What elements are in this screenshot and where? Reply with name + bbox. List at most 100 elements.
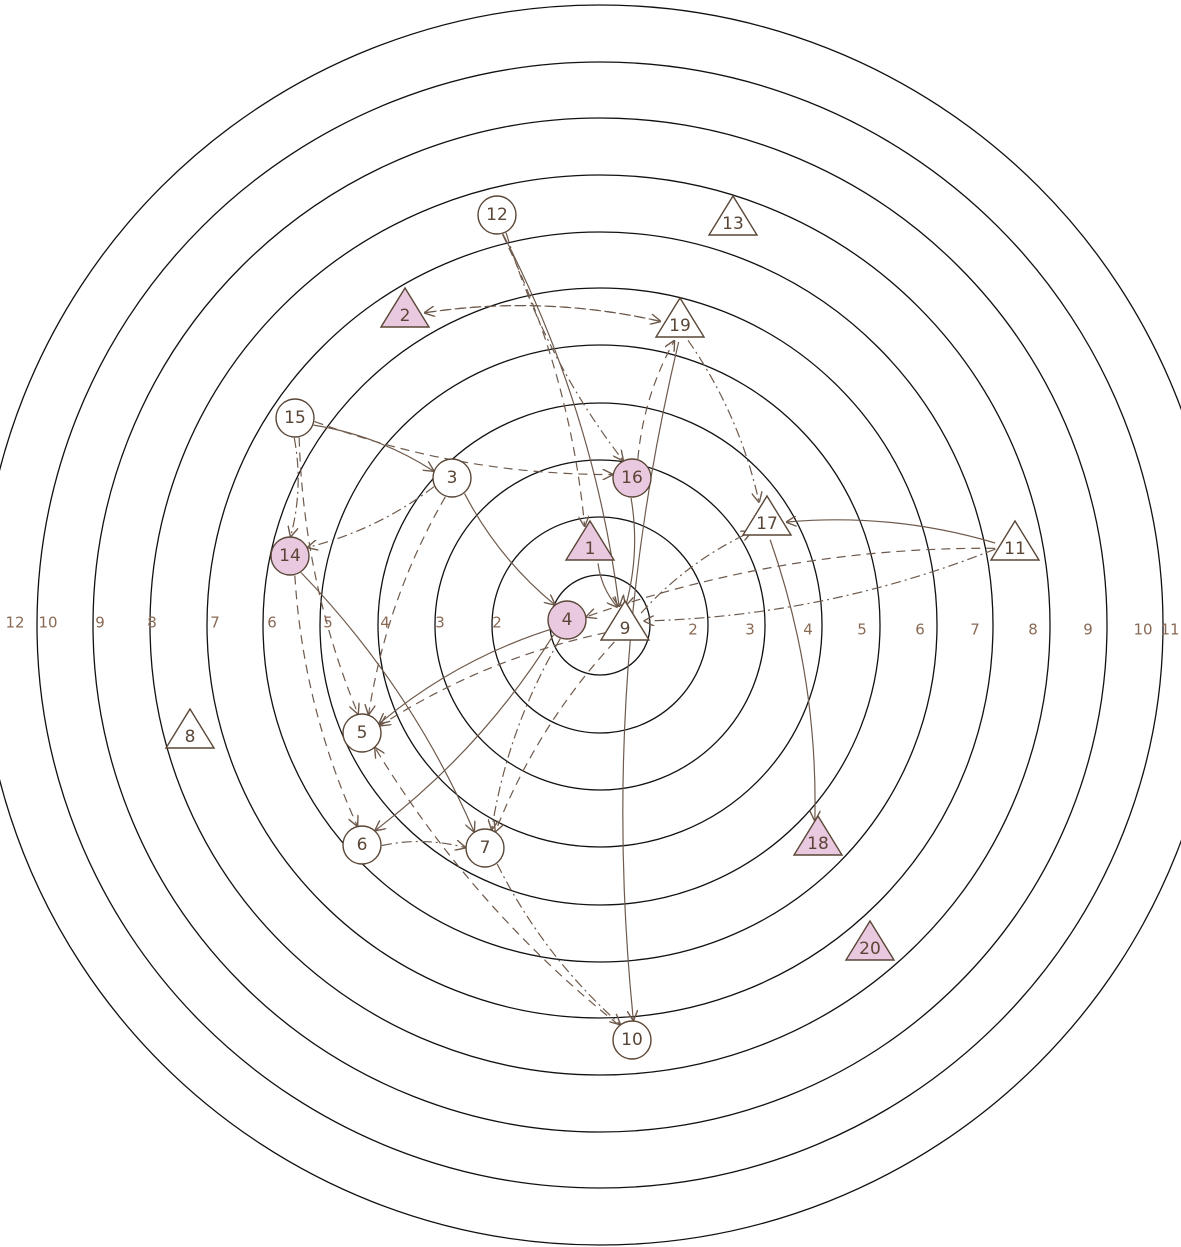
node-triangle — [792, 814, 844, 856]
edge — [687, 339, 759, 501]
edge — [496, 641, 615, 831]
edge — [298, 437, 358, 714]
edge — [637, 341, 674, 459]
node-circle — [432, 458, 472, 498]
ring-label: 5 — [323, 614, 333, 632]
edge — [308, 486, 435, 548]
edge — [496, 863, 620, 1024]
node-label: 6 — [357, 835, 368, 855]
node-label: 18 — [807, 834, 829, 854]
node-label: 12 — [486, 205, 508, 225]
edge — [369, 496, 446, 714]
edge — [381, 632, 607, 726]
ring-label: 12 — [5, 614, 24, 632]
ring — [262, 287, 938, 963]
node-label: 11 — [1004, 539, 1026, 559]
ring-label: 2 — [688, 621, 698, 639]
ring-label: 8 — [1028, 621, 1038, 639]
ring-label: 10 — [1133, 621, 1152, 639]
ring-label: 7 — [210, 614, 220, 632]
ring — [0, 4, 1181, 1246]
ring — [36, 61, 1164, 1189]
node-triangle — [707, 194, 759, 236]
node-circle — [477, 195, 517, 235]
node-label: 8 — [185, 727, 196, 747]
ring-label: 4 — [380, 614, 390, 632]
ring-label: 8 — [147, 614, 157, 632]
node-circle — [547, 600, 587, 640]
ring — [92, 117, 1108, 1133]
edge — [597, 563, 617, 606]
node-label: 7 — [480, 838, 491, 858]
edge — [769, 539, 815, 820]
node-label: 13 — [722, 214, 744, 234]
ring-label: 7 — [970, 621, 980, 639]
edge — [492, 638, 561, 829]
ring-label: 6 — [915, 621, 925, 639]
node-triangle — [844, 919, 896, 961]
edge — [787, 520, 996, 544]
node-label: 16 — [621, 468, 643, 488]
node-triangle — [599, 599, 651, 641]
node-circle — [612, 1020, 652, 1060]
ring-label: 10 — [38, 614, 57, 632]
node-circle — [342, 825, 382, 865]
node-label: 19 — [669, 316, 691, 336]
ring-label: 9 — [1083, 621, 1093, 639]
ring — [319, 344, 881, 906]
ring-label: 3 — [435, 614, 445, 632]
edge — [501, 233, 584, 525]
node-triangle — [379, 286, 431, 328]
node-label: 2 — [400, 306, 411, 326]
edge — [640, 532, 751, 614]
node-circle — [342, 713, 382, 753]
edge — [291, 437, 299, 536]
ring-label: 2 — [492, 614, 502, 632]
node-label: 10 — [621, 1030, 643, 1050]
edge — [375, 748, 620, 1026]
node-label: 20 — [859, 939, 881, 959]
edges — [291, 232, 996, 1026]
ring-label: 11 — [1160, 621, 1179, 639]
ring — [377, 402, 823, 848]
ring-label: 9 — [95, 614, 105, 632]
node-triangle — [741, 494, 793, 536]
edge — [294, 575, 357, 825]
ring-label: 3 — [745, 621, 755, 639]
node-circle — [270, 536, 310, 576]
node-triangle — [989, 519, 1041, 561]
ring — [434, 459, 766, 791]
edge — [464, 493, 555, 605]
node-circle — [275, 398, 315, 438]
edge — [380, 629, 550, 724]
node-label: 5 — [357, 723, 368, 743]
node-label: 17 — [756, 514, 778, 534]
ring-labels: 12 10 9 8 7 6 5 4 3 2 2 3 4 5 6 7 8 9 10 11 — [5, 614, 1179, 639]
node-triangle — [564, 519, 616, 561]
ring — [491, 516, 709, 734]
edge — [626, 497, 636, 605]
edge — [375, 634, 555, 830]
edge — [300, 572, 474, 832]
rings — [0, 4, 1181, 1246]
node-label: 1 — [585, 539, 596, 559]
edge — [622, 341, 680, 1020]
node-circle — [465, 828, 505, 868]
node-circle — [612, 458, 652, 498]
node-triangle — [164, 707, 216, 749]
node-label: 3 — [447, 468, 458, 488]
ring-label: 6 — [267, 614, 277, 632]
node-label: 14 — [279, 546, 301, 566]
ring-label: 5 — [857, 621, 867, 639]
node-label: 9 — [620, 619, 631, 639]
edge — [645, 548, 996, 621]
ring — [149, 174, 1051, 1076]
edge — [381, 842, 465, 848]
ring-label: 4 — [803, 621, 813, 639]
ring — [206, 231, 994, 1019]
node-label: 15 — [284, 408, 306, 428]
node-label: 4 — [562, 610, 573, 630]
